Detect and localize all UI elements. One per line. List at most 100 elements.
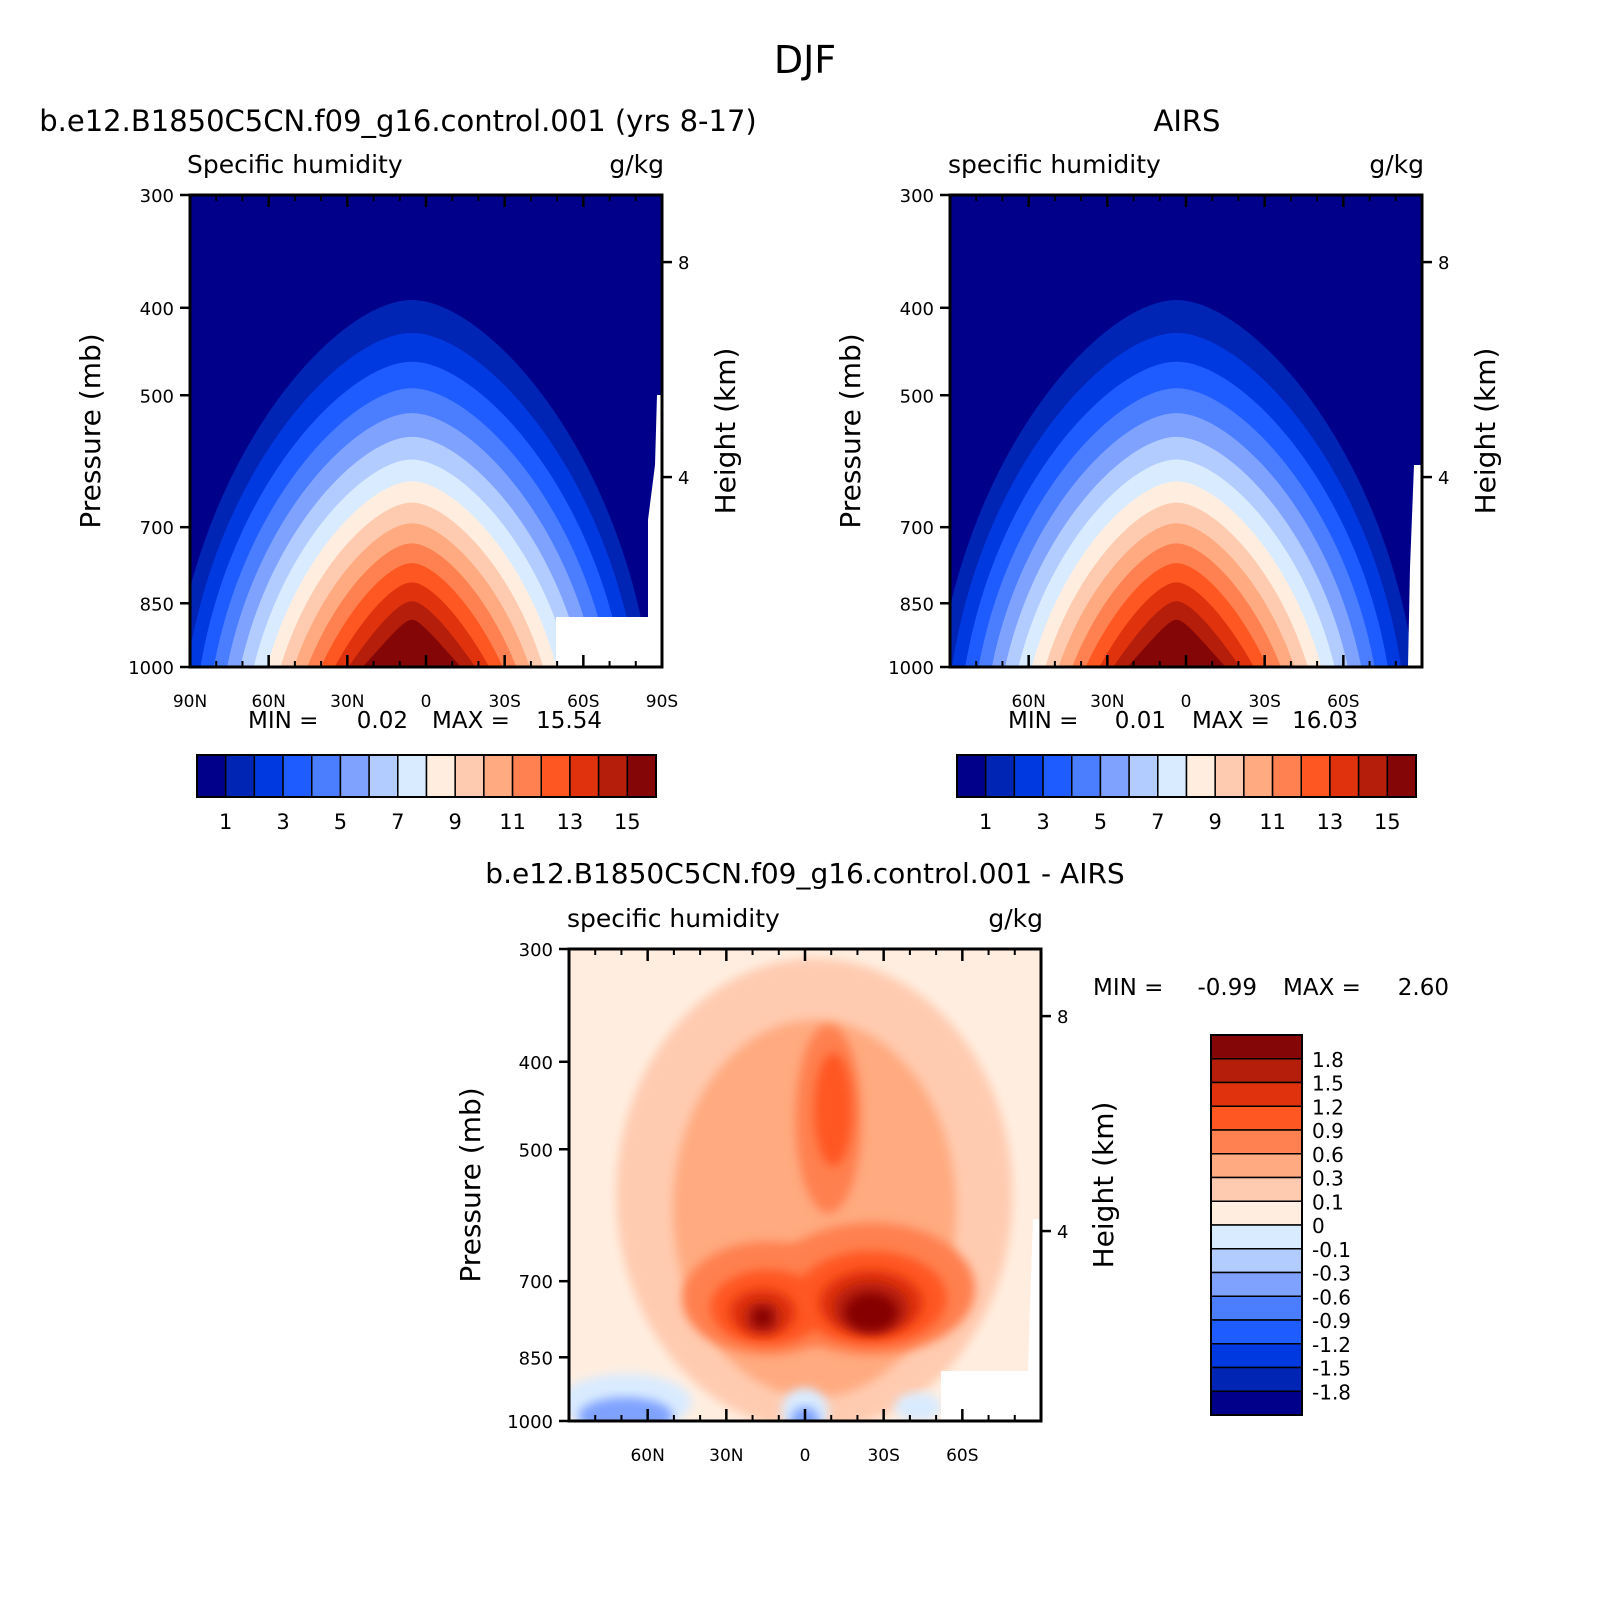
colorbar-label: -0.6 — [1312, 1285, 1351, 1309]
colorbar-label: 3 — [1036, 810, 1049, 834]
contour-level — [845, 1293, 898, 1332]
colorbar-label: 5 — [1094, 810, 1107, 834]
variable-label: Specific humidity — [187, 150, 403, 179]
y-tick-label: 1000 — [507, 1412, 553, 1433]
colorbar-label: 11 — [499, 810, 526, 834]
max-label: MAX = — [1283, 975, 1361, 1001]
colorbar-swatch — [425, 754, 456, 798]
plot-axes: 60N 30N 0 30S 60S 300 400 500 700 850 1000 8 4 — [507, 940, 1068, 1466]
panel-model: b.e12.B1850C5CN.f09_g16.control.001 (yrs… — [39, 104, 756, 834]
y-tick-label: 500 — [140, 386, 174, 407]
colorbar-swatch — [1013, 754, 1044, 798]
colorbar-swatch — [1099, 754, 1130, 798]
colorbar-swatch — [626, 754, 657, 798]
colorbar: 1 3 5 7 9 11 13 15 — [956, 754, 1417, 834]
max-value: 16.03 — [1292, 708, 1358, 734]
colorbar-label: 0.3 — [1312, 1167, 1344, 1191]
y2-axis-label: Height (km) — [1087, 1102, 1120, 1269]
colorbar-label: 15 — [614, 810, 641, 834]
missing-data-mask — [556, 617, 662, 667]
y2-tick-label: 8 — [1057, 1007, 1068, 1028]
min-value: 0.02 — [357, 708, 408, 734]
x-tick-label: 30N — [330, 692, 364, 712]
y-tick-label: 1000 — [888, 658, 934, 679]
x-tick-label: 90N — [173, 692, 207, 712]
colorbar-label: -1.2 — [1312, 1333, 1351, 1357]
colorbar-swatch — [1271, 754, 1302, 798]
colorbar-label: 3 — [276, 810, 289, 834]
panel-difference: b.e12.B1850C5CN.f09_g16.control.001 - AI… — [454, 857, 1449, 1466]
y-tick-label: 300 — [900, 186, 934, 207]
y-tick-label: 300 — [519, 940, 553, 961]
min-label: MIN = — [1008, 708, 1078, 734]
max-value: 2.60 — [1398, 975, 1449, 1001]
colorbar-swatch — [1210, 1176, 1303, 1202]
y-tick-label: 1000 — [128, 658, 174, 679]
plot-axes: 90N 60N 30N 0 30S 60S 90S 300 400 500 700 850 1000 8 4 — [128, 186, 689, 712]
colorbar-label: -0.9 — [1312, 1309, 1351, 1333]
colorbar-swatch — [454, 754, 485, 798]
colorbar-label: 1 — [219, 810, 232, 834]
colorbar-label: -1.5 — [1312, 1357, 1351, 1381]
x-tick-label: 30N — [709, 1446, 743, 1466]
colorbar: 1 3 5 7 9 11 13 15 — [196, 754, 657, 834]
contour-level — [814, 1052, 853, 1167]
missing-data-mask — [941, 1371, 1041, 1421]
contour-level — [753, 1307, 772, 1327]
x-tick-label: 30S — [1248, 692, 1280, 712]
contour-level — [578, 1397, 673, 1421]
contour-level — [781, 1387, 829, 1421]
y-tick-label: 400 — [900, 299, 934, 320]
colorbar-swatch — [1157, 754, 1188, 798]
y-tick-label: 850 — [140, 594, 174, 615]
x-tick-label: 0 — [1181, 692, 1192, 712]
y-tick-label: 300 — [140, 186, 174, 207]
colorbar-label: 1.2 — [1312, 1095, 1344, 1119]
colorbar-label: 1 — [979, 810, 992, 834]
y2-tick-label: 4 — [678, 468, 689, 489]
y-tick-label: 700 — [140, 518, 174, 539]
x-tick-label: 60S — [946, 1446, 978, 1466]
y-tick-label: 500 — [900, 386, 934, 407]
colorbar-label: 15 — [1374, 810, 1401, 834]
colorbar-swatch — [339, 754, 370, 798]
y-tick-label: 400 — [519, 1053, 553, 1074]
min-label: MIN = — [248, 708, 318, 734]
colorbar-swatch — [224, 754, 256, 798]
colorbar-swatch — [1210, 1319, 1303, 1345]
colorbar-swatch — [253, 754, 284, 798]
y-tick-label: 850 — [519, 1348, 553, 1369]
colorbar-swatch — [1210, 1224, 1303, 1250]
units-label: g/kg — [988, 904, 1043, 933]
min-label: MIN = — [1093, 975, 1163, 1001]
colorbar-swatch — [540, 754, 571, 798]
panel-title: AIRS — [1154, 104, 1221, 138]
variable-label: specific humidity — [948, 150, 1161, 179]
colorbar-swatch — [1210, 1034, 1303, 1060]
contour-plot — [950, 195, 1422, 667]
colorbar-swatch — [984, 754, 1016, 798]
colorbar-label: 7 — [391, 810, 404, 834]
colorbar-swatch — [1210, 1058, 1303, 1084]
colorbar-swatch — [1042, 754, 1073, 798]
y2-tick-label: 8 — [1438, 253, 1449, 274]
colorbar-swatch — [196, 754, 227, 798]
missing-data-mask — [1408, 465, 1422, 667]
colorbar-swatch — [1128, 754, 1159, 798]
colorbar-swatch — [511, 754, 542, 798]
colorbar-swatch — [1210, 1390, 1303, 1416]
x-tick-label: 60N — [630, 1446, 664, 1466]
colorbar-frame — [1210, 1034, 1303, 1416]
colorbar-swatch — [368, 754, 399, 798]
max-label: MAX = — [432, 708, 510, 734]
colorbar-swatch — [1071, 754, 1102, 798]
colorbar-label: 11 — [1259, 810, 1286, 834]
panel-title: b.e12.B1850C5CN.f09_g16.control.001 (yrs… — [39, 104, 756, 138]
x-tick-label: 60S — [567, 692, 599, 712]
colorbar-swatch — [1210, 1366, 1303, 1392]
y-tick-label: 400 — [140, 299, 174, 320]
colorbar-swatch — [1210, 1295, 1303, 1321]
colorbar-label: 7 — [1151, 810, 1164, 834]
x-tick-label: 0 — [421, 692, 432, 712]
y-tick-label: 500 — [519, 1140, 553, 1161]
